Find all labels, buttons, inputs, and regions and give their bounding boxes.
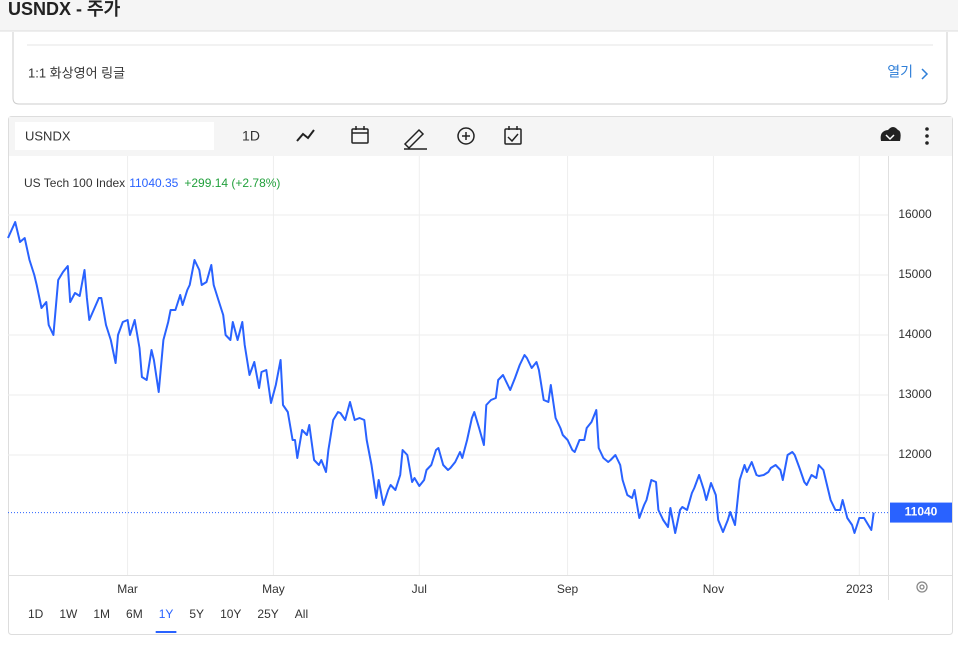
page-title: USNDX - 주가 — [8, 0, 121, 19]
x-tick-label: Jul — [412, 582, 427, 596]
x-tick-label: Sep — [557, 582, 579, 596]
range-button[interactable]: 5Y — [189, 607, 204, 621]
download-icon[interactable] — [880, 127, 901, 141]
grid — [8, 156, 888, 575]
range-button[interactable]: 1Y — [159, 607, 174, 621]
legend-value: 11040.35 — [129, 176, 178, 190]
compare-icon[interactable] — [351, 126, 369, 144]
menu-icon[interactable] — [925, 127, 929, 145]
x-tick-label: Nov — [703, 582, 724, 596]
symbol-text[interactable]: USNDX — [25, 128, 71, 143]
ad-link-chevron[interactable] — [921, 68, 929, 80]
legend-change: +299.14 (+2.78%) — [184, 176, 280, 190]
ad-link[interactable]: 열기 — [887, 64, 913, 80]
range-button[interactable]: 25Y — [257, 607, 278, 621]
ad-text: 1:1 화상영어 링글 — [28, 65, 125, 80]
add-indicator-icon[interactable] — [457, 127, 475, 145]
x-tick-label: May — [262, 582, 285, 596]
x-tick-label: Mar — [117, 582, 138, 596]
range-button[interactable]: 1M — [93, 607, 110, 621]
legend-name: US Tech 100 Index — [24, 176, 125, 190]
price-line — [7, 221, 875, 534]
events-icon[interactable] — [504, 126, 522, 145]
range-button[interactable]: 10Y — [220, 607, 241, 621]
y-tick-label: 16000 — [898, 207, 932, 221]
range-button[interactable]: 6M — [126, 607, 143, 621]
interval-button[interactable]: 1D — [242, 128, 260, 144]
last-price-label: 11040 — [905, 505, 938, 519]
plot — [7, 221, 888, 534]
symbol-input[interactable] — [15, 122, 214, 150]
settings-icon[interactable] — [916, 581, 928, 593]
ad-card — [12, 32, 948, 105]
chart-widget — [8, 116, 953, 635]
last-price-box — [890, 502, 952, 523]
y-tick-label: 12000 — [898, 447, 932, 461]
chart-type-icon[interactable] — [296, 129, 315, 142]
y-tick-label: 13000 — [898, 387, 932, 401]
range-button[interactable]: 1D — [28, 607, 44, 621]
range-button[interactable]: All — [295, 607, 308, 621]
x-tick-label: 2023 — [846, 582, 873, 596]
draw-icon[interactable] — [403, 128, 427, 150]
range-bar: 1D 1W 1M 6M 1Y 5Y 10Y 25Y All — [28, 607, 308, 633]
y-tick-label: 14000 — [898, 327, 932, 341]
y-tick-label: 15000 — [898, 267, 932, 281]
header-bar — [0, 0, 958, 31]
range-button[interactable]: 1W — [59, 607, 78, 621]
